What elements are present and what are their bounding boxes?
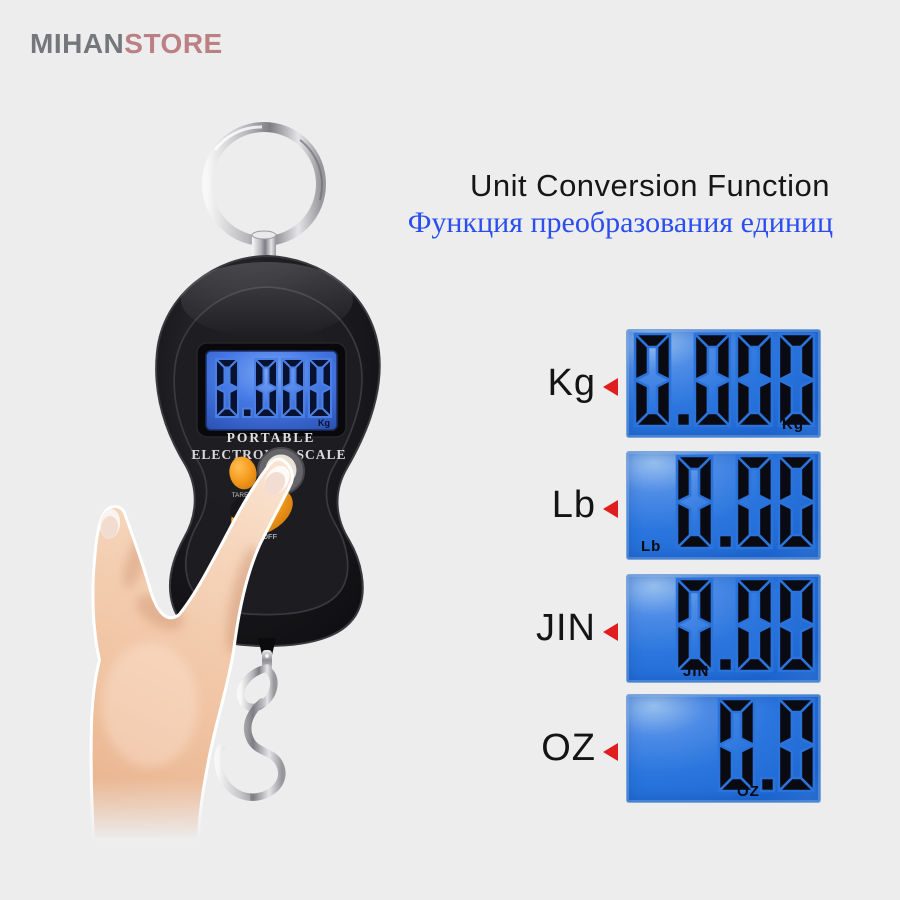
unit-label: Lb [551,484,596,526]
index-fingernail [264,465,290,495]
unit-label: Kg [547,362,596,404]
tare-label: TARE [232,492,250,499]
unit-row-kg: Kg Kg [516,329,821,438]
unit-row-lb: Lb Lb [516,451,821,560]
logo-part-1: MIHAN [30,28,125,59]
arrow-left-icon [603,377,618,396]
hanging-ring [202,122,326,246]
scale-body [155,255,381,647]
arrow-left-icon [603,742,618,761]
scale-lcd: Kg [196,342,347,438]
thumb-fingernail [99,509,121,539]
scale-lcd-digits [215,358,332,418]
scale-lcd-unit: Kg [318,418,330,428]
lcd-digits [675,577,816,673]
logo-part-2: STORE [124,28,223,59]
store-logo: MIHANSTORE [30,28,223,60]
lcd-unit-tag: JIN [683,663,710,680]
unit-row-jin: JIN JIN [516,574,821,683]
lcd-panel-lb: Lb [626,451,821,560]
lcd-unit-tag: Lb [641,538,662,555]
unit-label: OZ [541,727,596,769]
title-russian: Функция преобразования единиц [407,206,833,239]
unit-label: JIN [536,607,596,649]
wrist-fade [50,778,250,863]
title-english: Unit Conversion Function [469,168,830,203]
arrow-left-icon [603,499,618,518]
ring-post [251,230,277,262]
lcd-unit-tag: Kg [782,416,804,433]
tare-button [229,456,257,490]
lcd-panel-jin: JIN [626,574,821,683]
brand-line-1: PORTABLE [227,430,316,445]
unit-row-oz: OZ OZ [516,694,821,803]
arrow-left-icon [603,622,618,641]
lcd-unit-tag: OZ [737,783,760,800]
lcd-digits [675,454,816,550]
lcd-panel-oz: OZ [626,694,821,803]
hook-assembly [214,638,286,801]
hand [50,457,294,863]
lcd-digits [633,332,816,428]
lcd-panel-kg: Kg [626,329,821,438]
lcd-digits [717,697,816,793]
